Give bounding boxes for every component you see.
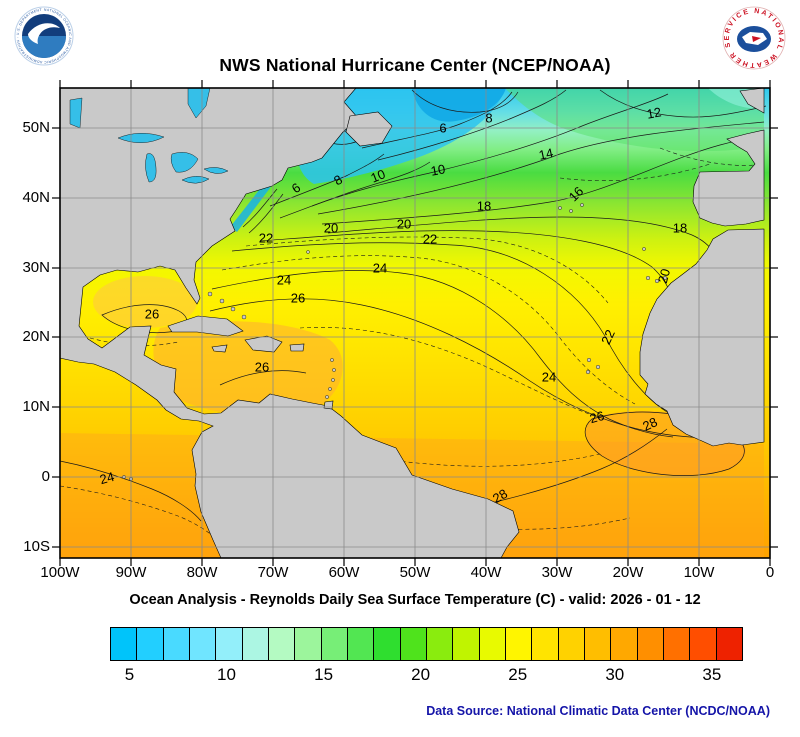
colorbar-tick-label: 5 (124, 665, 135, 684)
jamaica (211, 344, 228, 353)
lat-axis-label: 0 (41, 468, 50, 485)
colorbar-cell (373, 628, 400, 660)
lon-axis-label: 30W (541, 564, 573, 581)
latitude-axis: 50N 40N 30N 20N 10N 0 10S (6, 88, 52, 558)
isotherm-contours-dashed (59, 147, 765, 544)
temperature-colorbar (110, 627, 743, 661)
colorbar-cell (399, 628, 426, 660)
lon-axis-label: 10W (683, 564, 715, 581)
lat-axis-label: 20N (22, 328, 50, 345)
lon-axis-label: 20W (612, 564, 644, 581)
trinidad (323, 400, 334, 410)
lon-axis-label: 80W (186, 564, 218, 581)
colorbar-tick-label: 10 (217, 665, 236, 684)
colorbar-cell (689, 628, 716, 660)
colorbar-cell (715, 628, 742, 660)
colorbar-tick-label: 25 (508, 665, 528, 684)
cuba (167, 315, 244, 337)
map-area: 6 8 12 14 16 18 18 6 8 10 10 20 20 22 22 20 24 24 26 26 22 26… (52, 80, 778, 566)
americas-landmass (59, 87, 520, 559)
colorbar-tick-label: 35 (702, 665, 722, 684)
colorbar-cell (504, 628, 532, 660)
lon-axis-label: 100W (40, 564, 80, 581)
axis-ticks (52, 80, 778, 566)
colorbar-cell (583, 628, 611, 660)
lon-axis-label: 60W (328, 564, 360, 581)
colorbar-cell (162, 628, 189, 660)
sst-map (52, 80, 778, 566)
colorbar-cell (610, 628, 637, 660)
lon-axis-label: 70W (257, 564, 289, 581)
colorbar-tick-labels: 5 10 15 20 25 30 35 (110, 665, 741, 687)
colorbar-cell (557, 628, 584, 660)
lat-axis-label: 50N (22, 119, 50, 136)
lon-axis-label: 50W (399, 564, 431, 581)
page-title: NWS National Hurricane Center (NCEP/NOAA… (219, 55, 611, 75)
map-caption: Ocean Analysis - Reynolds Daily Sea Surf… (129, 592, 701, 608)
colorbar-cell (188, 628, 216, 660)
puerto-rico (289, 343, 305, 352)
colorbar-cell (346, 628, 374, 660)
longitude-axis: 100W 90W 80W 70W 60W 50W 40W 30W 20W 10W 0 (40, 564, 774, 584)
lon-axis-label: 90W (115, 564, 147, 581)
colorbar-cell (267, 628, 295, 660)
data-source-note: Data Source: National Climatic Data Cent… (426, 704, 770, 718)
colorbar-cell (425, 628, 453, 660)
colorbar-cell (662, 628, 690, 660)
colorbar-cell (478, 628, 505, 660)
colorbar-cell (111, 628, 137, 660)
lon-axis-label: 40W (470, 564, 502, 581)
lake-michigan (145, 153, 157, 183)
lat-axis-label: 10S (23, 538, 50, 555)
colorbar-cell (294, 628, 321, 660)
lake-winnipeg (69, 97, 83, 129)
lake-ontario (203, 167, 229, 174)
colorbar-cell (636, 628, 663, 660)
colorbar-cell (136, 628, 163, 660)
nws-arrow-icon (752, 36, 761, 42)
colorbar-cell (531, 628, 558, 660)
colorbar-cell (215, 628, 242, 660)
lat-axis-label: 10N (22, 398, 50, 415)
grid-lines (60, 88, 770, 558)
lake-huron (170, 152, 199, 173)
lat-axis-label: 40N (22, 189, 50, 206)
small-islands (122, 203, 668, 481)
colorbar-tick-label: 20 (411, 665, 431, 684)
noaa-logo: NATIONAL OCEANIC AND ATMOSPHERIC ADMINIS… (14, 6, 74, 66)
africa (639, 228, 765, 447)
colorbar-cell (241, 628, 268, 660)
colorbar-tick-label: 15 (314, 665, 334, 684)
noaa-seagull-icon (28, 23, 60, 44)
colorbar-cell (452, 628, 479, 660)
lat-axis-label: 30N (22, 259, 50, 276)
newfoundland (345, 111, 393, 147)
colorbar-tick-label: 30 (605, 665, 625, 684)
lon-axis-label: 0 (765, 564, 775, 581)
nws-logo: NATIONAL WEATHER SERVICE (722, 6, 786, 70)
colorbar-cell (320, 628, 347, 660)
british-isles (739, 87, 765, 114)
france-iberia (692, 129, 765, 227)
land-masses (59, 87, 765, 559)
